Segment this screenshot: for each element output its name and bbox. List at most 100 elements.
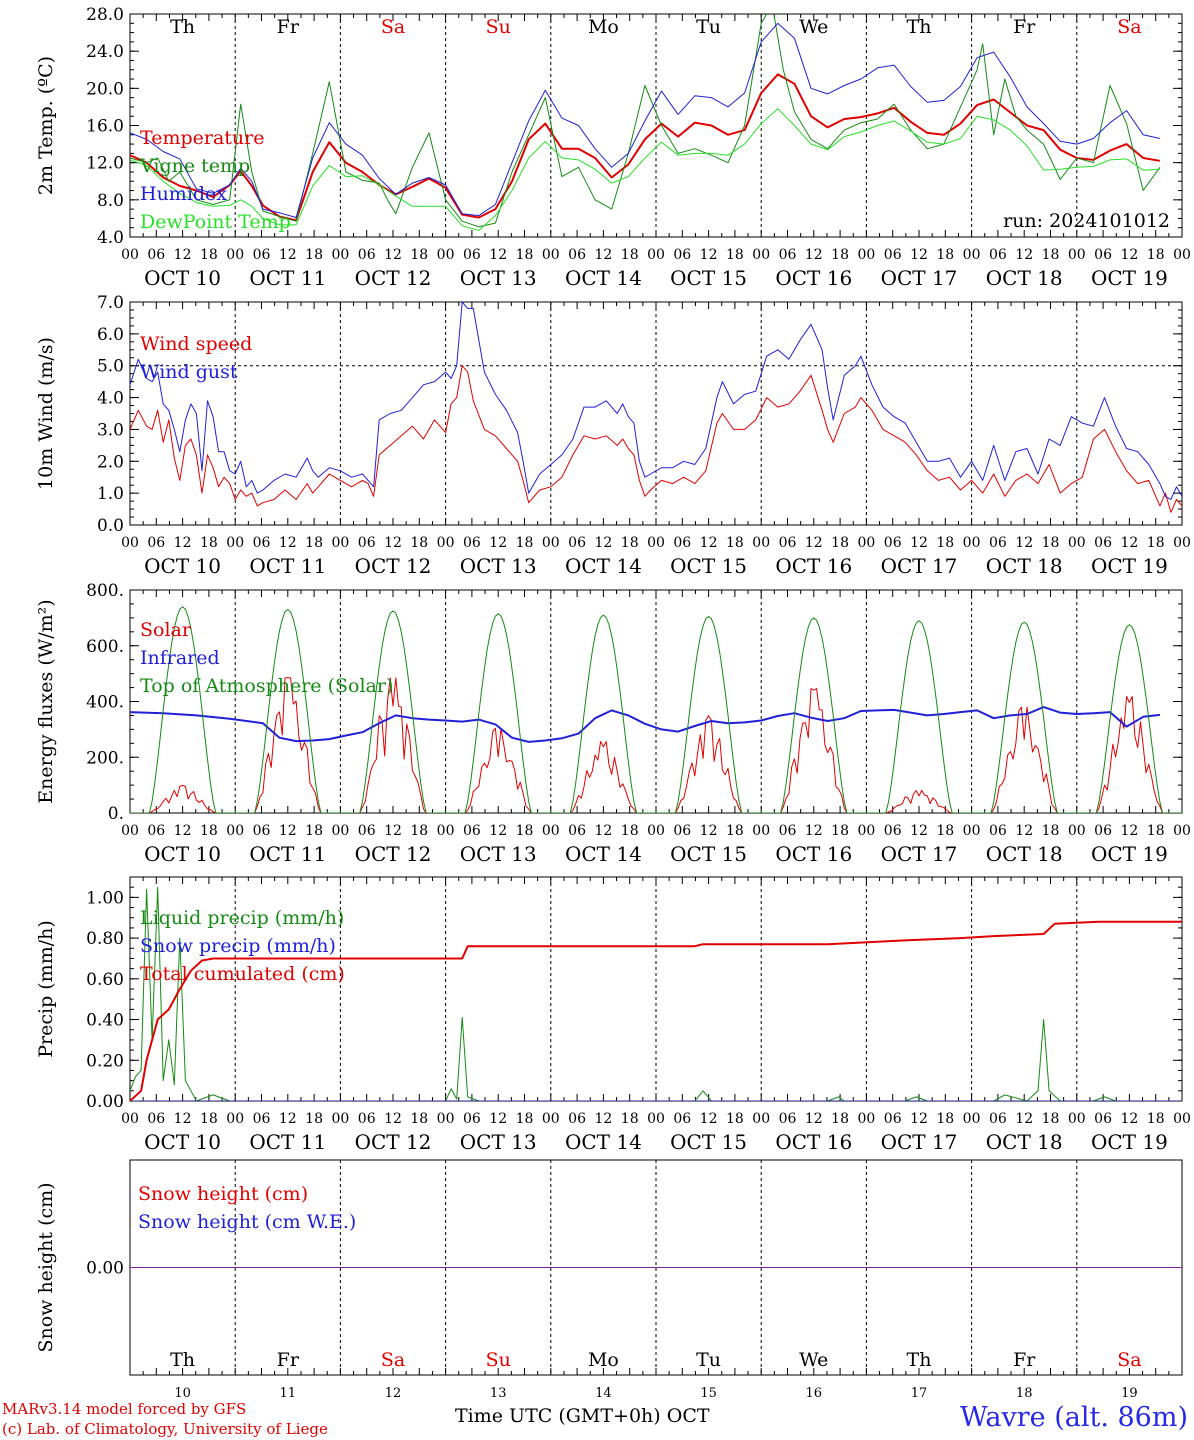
hour-tick-label: 00 xyxy=(963,1111,981,1127)
hour-tick-label: 18 xyxy=(516,247,534,263)
hour-tick-label: 18 xyxy=(831,823,849,839)
series-vigne-temp xyxy=(130,14,1161,228)
hour-tick-label: 12 xyxy=(489,247,507,263)
weekday-label: Su xyxy=(486,16,511,38)
date-label: OCT 13 xyxy=(460,842,537,866)
y-tick-label: 0.0 xyxy=(97,516,124,536)
hour-tick-label: 06 xyxy=(884,823,902,839)
date-label: OCT 17 xyxy=(881,266,958,290)
series-liquid-precip-mm-h- xyxy=(130,886,1182,1101)
date-label: OCT 13 xyxy=(460,266,537,290)
day-number-label: 12 xyxy=(385,1386,402,1401)
panel-frame xyxy=(129,13,1183,238)
hour-tick-label: 12 xyxy=(1120,535,1138,551)
hour-tick-label: 06 xyxy=(147,535,165,551)
hour-tick-label: 18 xyxy=(516,823,534,839)
y-tick-label: 0.20 xyxy=(86,1051,124,1071)
date-label: OCT 15 xyxy=(670,1130,747,1154)
panel-temperature: 4.0 8.0 12.0 16.0 20.0 24.0 28.0 2m Temp. (ºC) T… xyxy=(35,5,1191,290)
weekday-label: Fr xyxy=(1013,1349,1036,1371)
legend-entry: Top of Atmosphere (Solar) xyxy=(140,675,393,697)
hour-tick-label: 06 xyxy=(884,535,902,551)
hour-tick-label: 12 xyxy=(805,823,823,839)
hour-tick-label: 06 xyxy=(989,823,1007,839)
date-label: OCT 13 xyxy=(460,554,537,578)
hour-tick-label: 12 xyxy=(594,823,612,839)
hour-tick-label: 12 xyxy=(700,823,718,839)
hour-tick-label: 06 xyxy=(358,247,376,263)
hour-tick-label: 12 xyxy=(384,823,402,839)
date-label: OCT 17 xyxy=(881,842,958,866)
date-label: OCT 11 xyxy=(249,554,326,578)
y-tick-label: 28.0 xyxy=(86,5,124,25)
hour-tick-label: 18 xyxy=(726,823,744,839)
day-number-label: 17 xyxy=(911,1386,928,1401)
date-label: OCT 12 xyxy=(355,842,432,866)
y-tick-label: 12.0 xyxy=(86,154,124,174)
hour-tick-label: 00 xyxy=(1173,247,1191,263)
weekday-label: Fr xyxy=(1013,16,1036,38)
date-label: OCT 15 xyxy=(670,266,747,290)
hour-tick-label: 00 xyxy=(963,823,981,839)
day-number-label: 13 xyxy=(490,1386,507,1401)
legend-entry: Wind speed xyxy=(140,333,252,355)
hour-tick-label: 18 xyxy=(1147,247,1165,263)
legend-entry: Humidex xyxy=(140,183,227,205)
hour-tick-label: 18 xyxy=(726,1111,744,1127)
hour-tick-label: 12 xyxy=(594,535,612,551)
hour-tick-label: 12 xyxy=(910,1111,928,1127)
hour-tick-label: 00 xyxy=(121,1111,139,1127)
weekday-label: Sa xyxy=(1117,16,1141,38)
hour-tick-label: 18 xyxy=(726,247,744,263)
date-label: OCT 13 xyxy=(460,1130,537,1154)
hour-tick-label: 00 xyxy=(1173,823,1191,839)
hour-tick-label: 18 xyxy=(200,1111,218,1127)
hour-tick-label: 06 xyxy=(989,535,1007,551)
weekday-label: Sa xyxy=(381,16,405,38)
hour-tick-label: 00 xyxy=(752,247,770,263)
hour-tick-label: 00 xyxy=(752,823,770,839)
date-label: OCT 14 xyxy=(565,842,642,866)
hour-tick-label: 00 xyxy=(331,823,349,839)
hour-tick-label: 06 xyxy=(989,1111,1007,1127)
hour-tick-label: 18 xyxy=(1147,823,1165,839)
y-tick-label: 0.00 xyxy=(86,1259,124,1279)
y-tick-label: 400. xyxy=(86,693,124,713)
weekday-label: We xyxy=(799,1349,828,1371)
weekday-label: Th xyxy=(170,16,195,38)
y-tick-label: 7.0 xyxy=(97,293,124,313)
weekday-label: Su xyxy=(486,1349,511,1371)
hour-tick-label: 12 xyxy=(174,1111,192,1127)
hour-tick-label: 06 xyxy=(253,535,271,551)
hour-tick-label: 00 xyxy=(647,535,665,551)
hour-tick-label: 12 xyxy=(1015,535,1033,551)
hour-tick-label: 00 xyxy=(1068,247,1086,263)
hour-tick-label: 18 xyxy=(410,247,428,263)
hour-tick-label: 00 xyxy=(331,1111,349,1127)
hour-tick-label: 18 xyxy=(410,823,428,839)
hour-tick-label: 18 xyxy=(621,535,639,551)
hour-tick-label: 06 xyxy=(779,1111,797,1127)
panel-precip: 0.00 0.20 0.40 0.60 0.80 1.00 Precip (mm/h) Liq… xyxy=(35,876,1191,1154)
hour-tick-label: 00 xyxy=(226,1111,244,1127)
date-label: OCT 17 xyxy=(881,554,958,578)
weekday-label: We xyxy=(799,16,828,38)
y-axis-label: Precip (mm/h) xyxy=(35,920,57,1058)
legend-entry: Snow height (cm) xyxy=(138,1183,308,1205)
hour-tick-label: 06 xyxy=(358,823,376,839)
day-number-label: 11 xyxy=(280,1386,297,1401)
date-label: OCT 16 xyxy=(775,266,852,290)
y-tick-label: 24.0 xyxy=(86,42,124,62)
hour-tick-label: 12 xyxy=(910,247,928,263)
hour-tick-label: 18 xyxy=(305,1111,323,1127)
panel-frame xyxy=(129,301,1183,526)
hour-tick-label: 06 xyxy=(673,1111,691,1127)
date-label: OCT 18 xyxy=(986,554,1063,578)
y-tick-label: 4.0 xyxy=(97,228,124,248)
series-temperature xyxy=(130,73,1161,222)
hour-tick-label: 00 xyxy=(437,247,455,263)
hour-tick-label: 00 xyxy=(542,823,560,839)
hour-tick-label: 00 xyxy=(121,247,139,263)
hour-tick-label: 06 xyxy=(358,535,376,551)
